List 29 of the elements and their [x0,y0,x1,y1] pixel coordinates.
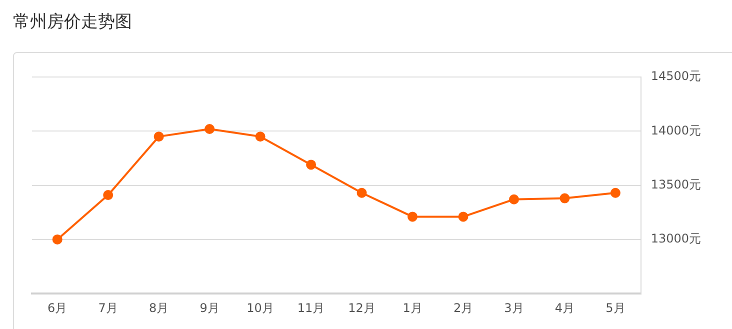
chart-title: 常州房价走势图 [13,11,132,33]
x-tick-label: 4月 [554,300,575,315]
y-tick-label: 14000元 [650,123,702,138]
x-tick-label: 3月 [504,300,524,315]
point [255,132,266,142]
x-tick-label: 8月 [149,300,169,315]
x-tick-label: 6月 [48,300,68,315]
point [52,234,62,244]
point [408,212,418,222]
x-tick-label: 10月 [246,300,274,315]
x-tick-label: 9月 [200,300,220,315]
y-tick-label: 13000元 [650,232,702,246]
x-tick-label: 11月 [297,300,325,315]
point [458,212,468,222]
x-tick-label: 7月 [98,300,118,315]
x-tick-label: 2月 [453,300,474,315]
y-tick-label: 14500元 [650,69,702,84]
point [356,188,367,198]
y-tick-label: 13500元 [650,177,702,192]
point [204,124,215,134]
point [154,132,164,142]
point [560,193,570,204]
x-tick-label: 5月 [606,300,626,315]
point [610,188,620,198]
x-tick-label: 12月 [348,300,376,315]
point [306,160,316,170]
x-tick-label: 1月 [402,300,422,315]
point [103,190,114,200]
point [508,194,519,204]
